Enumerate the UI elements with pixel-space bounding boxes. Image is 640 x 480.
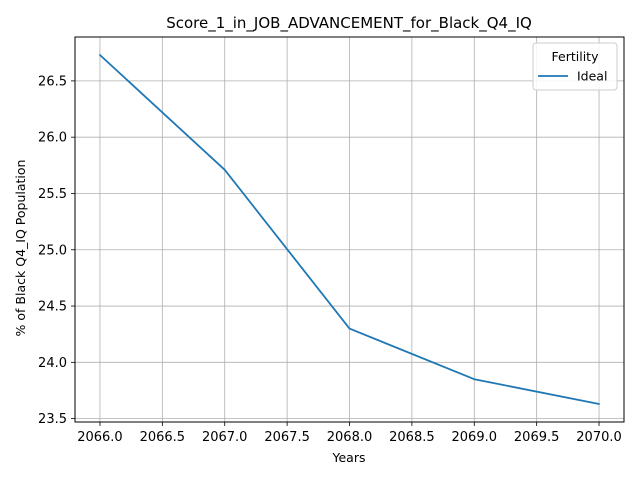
x-tick-label: 2068.0 xyxy=(327,430,373,445)
x-axis-label: Years xyxy=(332,450,366,465)
legend-title: Fertility xyxy=(552,49,600,64)
x-tick-label: 2069.0 xyxy=(452,430,498,445)
legend: Fertility Ideal xyxy=(533,43,617,90)
x-tick-label: 2068.5 xyxy=(389,430,435,445)
x-tick-label: 2066.0 xyxy=(77,430,123,445)
x-tick-label: 2070.0 xyxy=(576,430,622,445)
y-tick-label: 26.5 xyxy=(38,74,67,89)
x-tick-label: 2066.5 xyxy=(140,430,186,445)
data-point xyxy=(99,54,101,56)
x-tick-label: 2069.5 xyxy=(514,430,560,445)
data-point xyxy=(598,403,600,405)
data-point xyxy=(473,378,475,380)
y-tick-label: 23.5 xyxy=(38,412,67,427)
y-axis-label: % of Black Q4_IQ Population xyxy=(13,160,28,337)
chart-title: Score_1_in_JOB_ADVANCEMENT_for_Black_Q4_… xyxy=(166,14,532,33)
y-tick-label: 24.0 xyxy=(38,356,67,371)
data-point xyxy=(349,328,351,330)
y-tick-label: 26.0 xyxy=(38,131,67,146)
legend-label-ideal: Ideal xyxy=(577,69,607,84)
y-tick-label: 24.5 xyxy=(38,300,67,315)
x-tick-label: 2067.5 xyxy=(264,430,310,445)
data-point xyxy=(224,169,226,171)
y-tick-label: 25.0 xyxy=(38,243,67,258)
y-tick-label: 25.5 xyxy=(38,187,67,202)
x-tick-label: 2067.0 xyxy=(202,430,248,445)
